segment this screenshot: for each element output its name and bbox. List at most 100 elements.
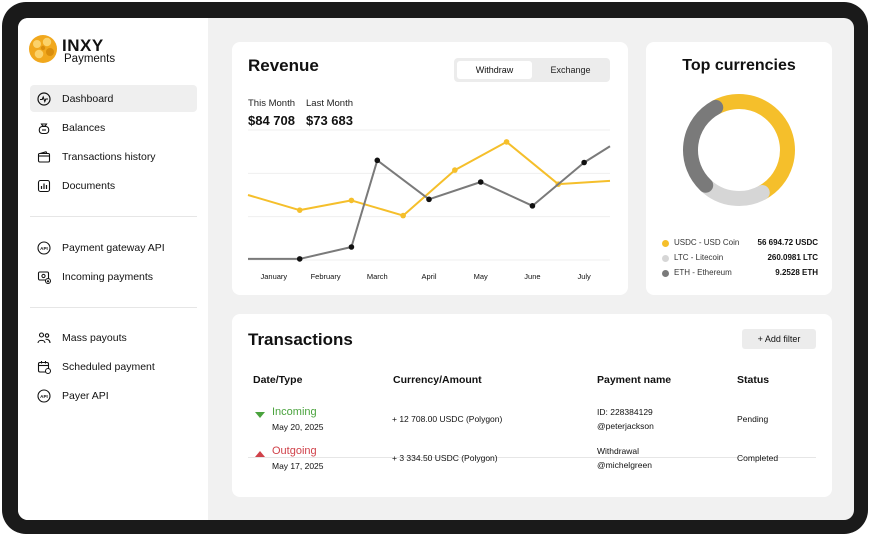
transaction-amount: + 12 708.00 USDC (Polygon): [392, 414, 503, 424]
app-screen: INXY Payments Dashboard Balances Trans: [18, 18, 854, 520]
payment-name: Withdrawal: [597, 446, 640, 456]
sidebar-item-documents[interactable]: Documents: [30, 172, 197, 199]
x-tick-label: April: [421, 272, 436, 281]
transaction-date: May 20, 2025: [272, 422, 324, 432]
legend-dot: [662, 255, 669, 262]
sidebar-item-incoming-payments[interactable]: Incoming payments: [30, 263, 197, 290]
legend-item-usdc: USDC - USD Coin 56 694.72 USDC: [662, 238, 818, 250]
transaction-amount: + 3 334.50 USDC (Polygon): [392, 453, 498, 463]
coins-logo-icon: [29, 35, 57, 63]
brand-name: INXY: [62, 36, 104, 55]
sidebar-divider: [30, 216, 197, 217]
top-currencies-title: Top currencies: [682, 57, 796, 74]
currencies-donut-chart: [683, 94, 795, 206]
data-point: [296, 207, 303, 213]
sidebar-item-label: Transactions history: [62, 150, 156, 163]
table-row[interactable]: Outgoing May 17, 2025 + 3 334.50 USDC (P…: [248, 441, 816, 479]
column-header-status[interactable]: Status: [737, 374, 770, 386]
data-point: [426, 196, 432, 203]
top-currencies-card: Top currencies USDC - USD Coin 56 694.72…: [646, 42, 832, 295]
revenue-title: Revenue: [248, 56, 319, 75]
api-icon: API: [36, 240, 52, 256]
sidebar-item-label: Mass payouts: [62, 331, 127, 344]
payment-user: @michelgreen: [597, 460, 652, 470]
svg-text:API: API: [40, 393, 48, 398]
data-point: [503, 139, 510, 145]
transaction-type: Incoming: [272, 406, 317, 418]
sidebar-item-payer-api[interactable]: API Payer API: [30, 382, 197, 409]
row-divider: [248, 457, 816, 458]
x-tick-label: July: [577, 272, 591, 281]
data-point: [374, 157, 381, 164]
x-tick-label: March: [367, 272, 388, 281]
donut-slice: [698, 177, 770, 206]
sidebar-item-balances[interactable]: Balances: [30, 114, 197, 141]
pulse-icon: [36, 91, 52, 107]
data-point: [348, 244, 355, 250]
legend-amount: 9.2528 ETH: [775, 268, 818, 277]
column-header-currency-amount[interactable]: Currency/Amount: [393, 374, 482, 386]
series-line-1: [247, 140, 611, 217]
money-bag-icon: [36, 120, 52, 136]
sidebar-item-payment-gateway-api[interactable]: API Payment gateway API: [30, 234, 197, 261]
data-point: [529, 203, 536, 209]
revenue-tab-switch: Withdraw Exchange: [454, 58, 610, 82]
legend-item-eth: ETH - Ethereum 9.2528 ETH: [662, 268, 818, 280]
sidebar-item-mass-payouts[interactable]: Mass payouts: [30, 324, 197, 351]
sidebar-item-label: Dashboard: [62, 92, 114, 105]
data-point: [296, 256, 303, 262]
brand-logo[interactable]: INXY Payments: [28, 34, 128, 66]
legend-amount: 56 694.72 USDC: [757, 238, 818, 247]
sidebar-item-scheduled-payment[interactable]: Scheduled payment: [30, 353, 197, 380]
legend-amount: 260.0981 LTC: [767, 253, 818, 262]
sidebar-item-label: Documents: [62, 179, 116, 192]
data-point: [477, 179, 484, 185]
column-header-payment-name[interactable]: Payment name: [597, 374, 672, 386]
add-filter-button[interactable]: + Add filter: [742, 329, 816, 349]
arrow-up-icon: [255, 451, 265, 457]
legend-dot: [662, 240, 669, 247]
status-badge: Completed: [737, 453, 779, 463]
x-tick-label: February: [311, 272, 341, 281]
data-point: [400, 212, 406, 219]
this-month-label: This Month: [248, 98, 295, 109]
donut-slice: [683, 99, 724, 193]
calendar-icon: [36, 359, 52, 375]
column-header-date-type[interactable]: Date/Type: [253, 374, 303, 386]
sidebar-item-label: Scheduled payment: [62, 360, 155, 373]
transactions-title: Transactions: [248, 330, 353, 349]
sidebar-item-label: Payer API: [62, 389, 109, 402]
incoming-payment-icon: [36, 269, 52, 285]
sidebar: INXY Payments Dashboard Balances Trans: [18, 18, 208, 520]
sidebar-item-label: Balances: [62, 121, 106, 134]
payment-id: ID: 228384129: [597, 407, 653, 417]
this-month-value: $84 708: [248, 113, 295, 128]
series-line-2: [248, 145, 611, 260]
table-row[interactable]: Incoming May 20, 2025 + 12 708.00 USDC (…: [248, 402, 816, 440]
legend-dot: [662, 270, 669, 277]
tab-exchange[interactable]: Exchange: [550, 65, 591, 75]
legend-item-ltc: LTC - Litecoin 260.0981 LTC: [662, 253, 818, 265]
arrow-down-icon: [255, 412, 265, 418]
status-badge: Pending: [737, 414, 769, 424]
x-tick-label: January: [261, 272, 288, 281]
data-point: [452, 167, 458, 173]
transaction-type: Outgoing: [272, 445, 317, 457]
tab-withdraw[interactable]: Withdraw: [457, 61, 532, 79]
revenue-card: Revenue Withdraw Exchange This Month Las…: [232, 42, 628, 295]
svg-text:API: API: [40, 245, 48, 250]
transaction-date: May 17, 2025: [272, 461, 324, 471]
brand-sub: Payments: [64, 53, 116, 65]
sidebar-item-label: Payment gateway API: [62, 241, 165, 254]
data-point: [581, 159, 587, 166]
api-icon: API: [36, 388, 52, 404]
last-month-value: $73 683: [306, 113, 353, 128]
data-point: [348, 197, 355, 204]
sidebar-item-transactions-history[interactable]: Transactions history: [30, 143, 197, 170]
sidebar-item-dashboard[interactable]: Dashboard: [30, 85, 197, 112]
revenue-line-chart: January February March April May June July: [247, 129, 611, 281]
legend-name: ETH - Ethereum: [674, 268, 732, 277]
bar-chart-doc-icon: [36, 178, 52, 194]
last-month-label: Last Month: [306, 98, 353, 109]
